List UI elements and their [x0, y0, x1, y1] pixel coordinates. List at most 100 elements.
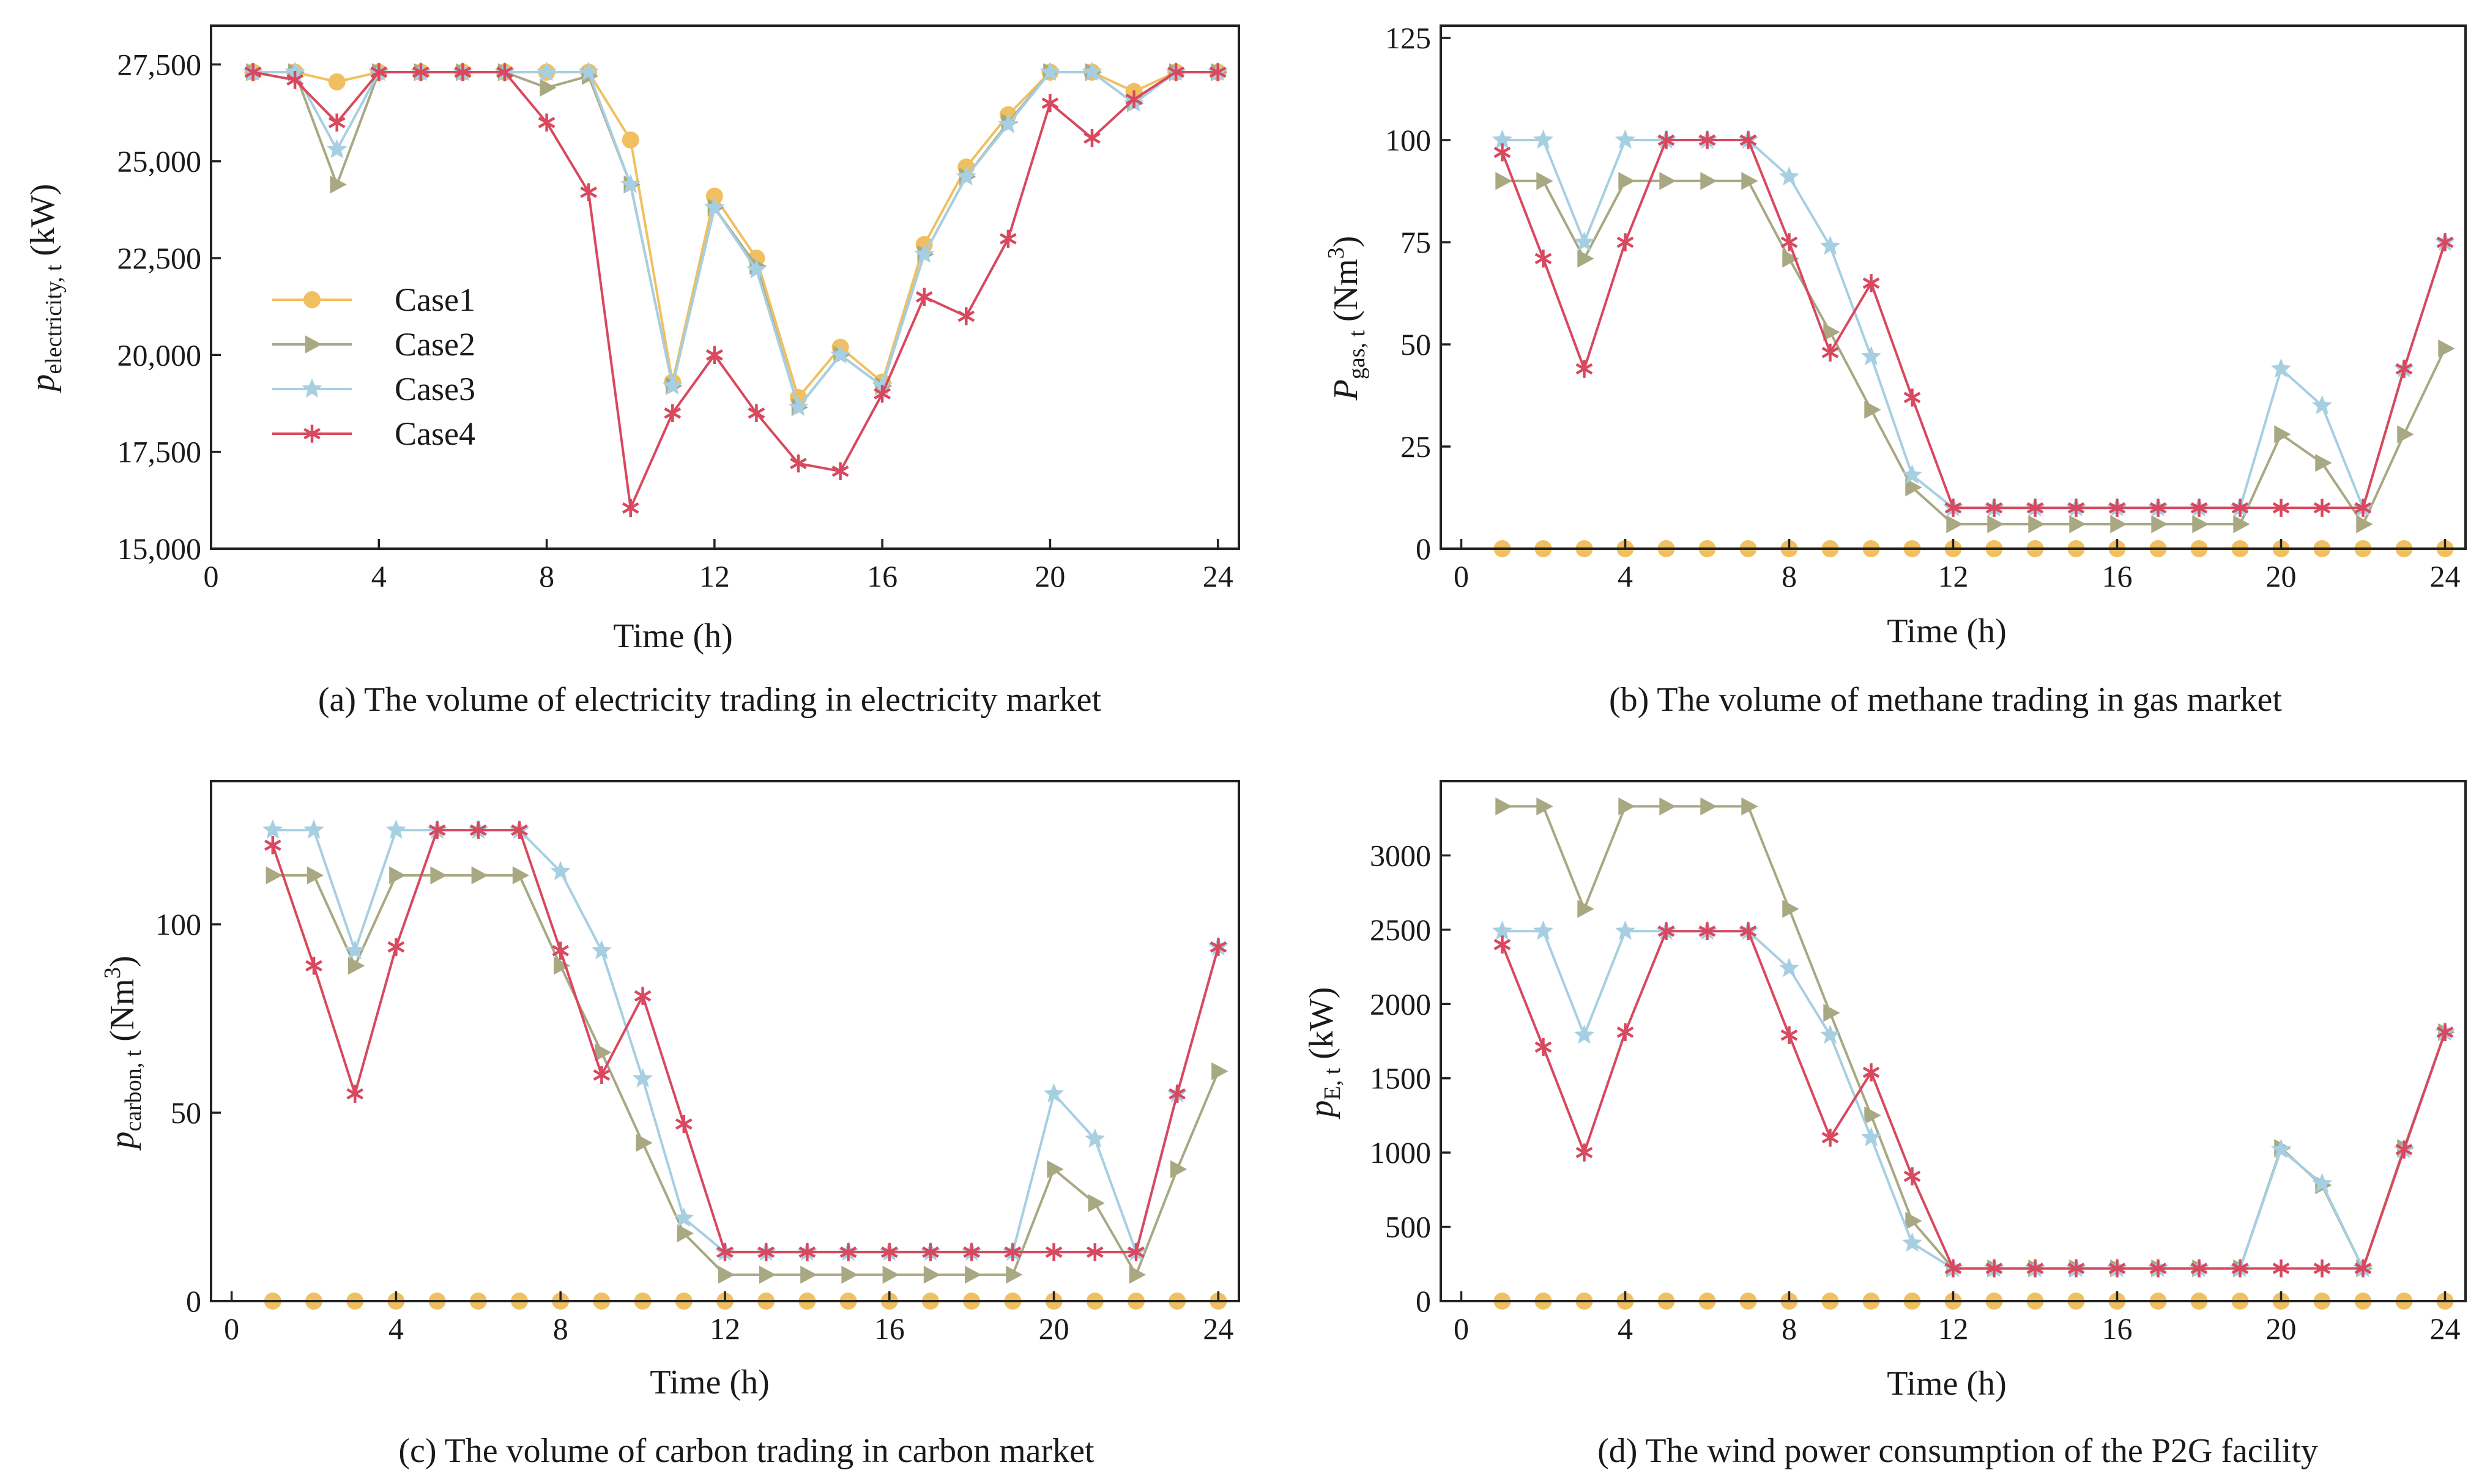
x-tick-label-a: 12 — [699, 559, 730, 593]
data-point-case2 — [1864, 1106, 1881, 1125]
data-point-case2 — [965, 1266, 982, 1284]
data-point-case4 — [1125, 90, 1143, 108]
data-point-case4 — [1739, 131, 1757, 149]
data-point-case4 — [2108, 1259, 2126, 1278]
data-point-case4 — [1657, 131, 1675, 149]
data-point-case2 — [1536, 172, 1553, 190]
caption-d: (d) The wind power consumption of the P2… — [1597, 1432, 2318, 1470]
data-point-case4 — [1739, 922, 1757, 940]
data-point-case4 — [1045, 1243, 1063, 1261]
data-point-case2 — [595, 1043, 612, 1062]
y-tick-label-a: 25,000 — [117, 144, 202, 179]
data-point-case4 — [1903, 388, 1921, 407]
data-point-case4 — [1083, 129, 1101, 147]
data-point-case2 — [1823, 1004, 1840, 1022]
data-point-case4 — [412, 63, 429, 81]
data-point-case4 — [1209, 63, 1227, 81]
data-point-case3 — [1860, 346, 1882, 366]
data-point-case4 — [593, 1066, 611, 1085]
data-point-case4 — [2272, 499, 2290, 517]
data-point-case1 — [328, 73, 346, 91]
x-tick-label-d: 16 — [2102, 1311, 2133, 1346]
data-point-case4 — [2436, 233, 2454, 251]
data-point-case3 — [1492, 920, 1513, 940]
data-point-case3 — [788, 396, 809, 416]
legend-item-case1: Case1 — [272, 281, 475, 318]
series-case2-c — [266, 866, 1228, 1284]
y-axis-label-c: pcarbon, t (Nm3) — [100, 955, 146, 1151]
data-point-case4 — [538, 113, 556, 132]
data-point-case1 — [622, 131, 639, 149]
data-point-case4 — [1903, 1167, 1921, 1185]
series-case4-a — [244, 63, 1227, 518]
x-tick-label-a: 20 — [1035, 559, 1065, 593]
data-point-case2 — [841, 1266, 858, 1284]
y-axis-label-a: pelectricity, t (kW) — [24, 184, 67, 393]
data-point-case3 — [998, 114, 1019, 133]
data-point-case2 — [1823, 323, 1840, 341]
data-point-case4 — [705, 346, 723, 364]
data-point-case2 — [1088, 1194, 1105, 1212]
series-line-case4 — [253, 71, 1218, 513]
data-point-case4 — [1534, 250, 1552, 268]
data-point-case4 — [675, 1115, 693, 1133]
y-tick-label-b: 100 — [1385, 123, 1431, 157]
series-case3-a — [242, 61, 1228, 416]
y-tick-label-b: 50 — [1400, 327, 1431, 362]
data-point-case2 — [1047, 1160, 1064, 1179]
data-point-case4 — [1944, 1259, 1962, 1278]
plot-d-marks — [1492, 797, 2456, 1310]
y-axis-label-d: pE, t (kW) — [1303, 987, 1345, 1120]
data-point-case4 — [880, 1243, 898, 1261]
data-point-case4 — [798, 1243, 816, 1261]
panel-b: 0 4 8 12 16 20 24 0 25 50 75 100 125 Time (h) Pgas, … — [1323, 21, 2467, 719]
data-point-case2 — [1006, 1266, 1023, 1284]
data-point-case3 — [956, 166, 976, 186]
y-axis-label-b: Pgas, t (Nm3) — [1323, 236, 1370, 401]
x-tick-label-b: 24 — [2430, 559, 2461, 593]
plot-d-frame — [1440, 780, 2467, 1302]
legend: Case1 Case2 Case3 Case4 — [272, 281, 475, 452]
data-point-case3 — [1901, 1232, 1923, 1252]
data-point-case4 — [1167, 63, 1185, 81]
series-case4-b — [1493, 131, 2454, 517]
caption-a: (a) The volume of electricity trading in… — [318, 681, 1102, 719]
plot-c-frame — [210, 780, 1240, 1302]
data-point-case2 — [2397, 425, 2414, 443]
x-tick-label-a: 0 — [204, 559, 219, 593]
data-point-case4 — [496, 63, 513, 81]
data-point-case2 — [1129, 1266, 1147, 1284]
y-tick-label-b: 25 — [1400, 429, 1431, 464]
data-point-case2 — [1946, 515, 1963, 533]
caption-b: (b) The volume of methane trading in gas… — [1609, 681, 2282, 719]
series-line-case4 — [1501, 930, 2447, 1270]
data-point-case2 — [2356, 515, 2373, 533]
data-point-case4 — [1780, 1026, 1798, 1044]
data-point-case2 — [1618, 797, 1635, 815]
x-tick-label-a: 24 — [1203, 559, 1233, 593]
data-point-case2 — [1577, 900, 1594, 918]
legend-label: Case4 — [395, 415, 475, 452]
data-point-case3 — [1533, 920, 1554, 940]
data-point-case3 — [591, 940, 612, 960]
data-point-case4 — [2067, 1259, 2085, 1278]
data-point-case3 — [262, 819, 283, 839]
data-point-case4 — [2231, 1259, 2249, 1278]
data-point-case4 — [1534, 1038, 1552, 1056]
data-point-case2 — [2151, 515, 2168, 533]
data-point-case4 — [2108, 499, 2126, 517]
y-tick-label-b: 0 — [1416, 532, 1431, 566]
data-point-case3 — [1574, 231, 1595, 251]
data-point-case4 — [552, 941, 570, 960]
data-point-case3 — [2311, 395, 2333, 415]
data-point-case3 — [1044, 1083, 1065, 1103]
y-tick-label-d: 2000 — [1370, 987, 1431, 1021]
data-point-case4 — [1575, 1143, 1593, 1162]
data-point-case2 — [1700, 797, 1717, 815]
data-point-case4 — [2231, 499, 2249, 517]
data-point-case4 — [1698, 131, 1716, 149]
data-point-case2 — [1659, 172, 1676, 190]
data-point-case2 — [471, 866, 488, 885]
data-point-case2 — [1618, 172, 1635, 190]
